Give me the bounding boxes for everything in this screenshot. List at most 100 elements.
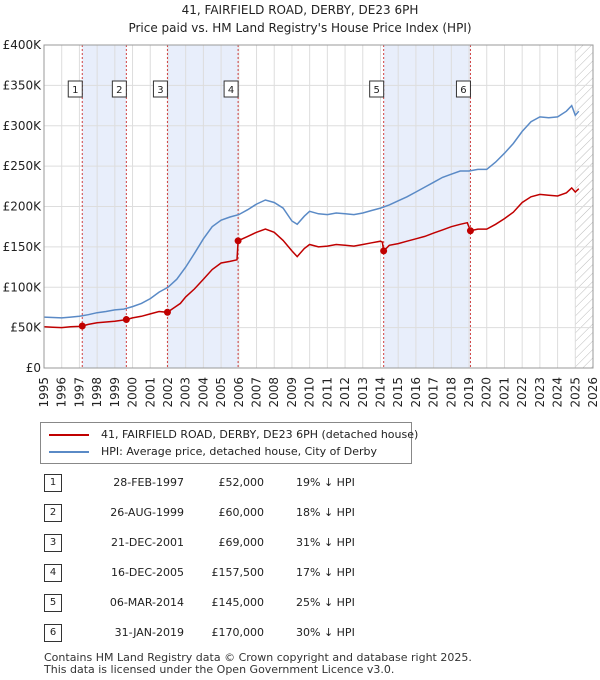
- sale-label-box: [152, 80, 168, 98]
- transaction-price: £52,000: [218, 476, 265, 489]
- sale-point: [380, 247, 388, 255]
- x-tick-label: 2025: [568, 377, 582, 408]
- transaction-number: 4: [44, 564, 62, 582]
- x-tick-label: 1995: [37, 377, 51, 408]
- x-tick-label: 2021: [497, 377, 511, 408]
- transaction-date: 28-FEB-1997: [113, 476, 184, 489]
- transaction-number: 1: [44, 474, 62, 492]
- sale-label-text: 2: [116, 85, 122, 96]
- plot-border: [43, 44, 594, 369]
- x-tick-label: 2003: [179, 377, 193, 408]
- legend-label-property: 41, FAIRFIELD ROAD, DERBY, DE23 6PH (det…: [101, 428, 419, 441]
- x-tick-label: 2000: [126, 377, 140, 408]
- x-tick-label: 2010: [303, 377, 317, 408]
- chart-title: 41, FAIRFIELD ROAD, DERBY, DE23 6PH: [182, 3, 419, 17]
- y-tick-label: £300K: [3, 119, 43, 133]
- sale-label-box: [67, 80, 83, 98]
- sale-label: 6: [455, 80, 471, 98]
- transaction-number: 2: [44, 504, 62, 522]
- x-tick-label: 2014: [373, 377, 387, 408]
- transaction-price: £60,000: [218, 506, 265, 519]
- x-tick-label: 2017: [427, 377, 441, 408]
- x-tick-label: 2009: [285, 377, 299, 408]
- transaction-hpi-diff: 19% ↓ HPI: [296, 476, 355, 489]
- legend-swatch-property: [49, 434, 89, 436]
- sale-label-text: 3: [157, 85, 163, 96]
- transaction-price: £69,000: [218, 536, 265, 549]
- footer-licence: This data is licensed under the Open Gov…: [44, 663, 395, 676]
- sale-label-text: 5: [373, 85, 379, 96]
- sale-label: 3: [152, 80, 168, 98]
- transaction-date: 31-JAN-2019: [114, 626, 184, 639]
- x-tick-label: 2008: [267, 377, 281, 408]
- y-tick-label: £0: [26, 361, 41, 375]
- sale-point: [163, 308, 171, 316]
- y-tick-label: £350K: [3, 78, 43, 92]
- price-chart: 41, FAIRFIELD ROAD, DERBY, DE23 6PH Price…: [3, 3, 600, 408]
- transaction-number: 5: [44, 594, 62, 612]
- footer: Contains HM Land Registry data © Crown c…: [44, 652, 472, 676]
- sale-label: 5: [369, 80, 385, 98]
- transaction-date: 06-MAR-2014: [109, 596, 184, 609]
- y-tick-label: £250K: [3, 159, 43, 173]
- sale-point: [122, 316, 130, 324]
- x-tick-label: 2016: [409, 377, 423, 408]
- sale-label-box: [455, 80, 471, 98]
- transaction-hpi-diff: 18% ↓ HPI: [296, 506, 355, 519]
- transaction-hpi-diff: 31% ↓ HPI: [296, 536, 355, 549]
- sale-label-text: 1: [72, 85, 78, 96]
- series-line-hpi: [43, 104, 580, 319]
- x-tick-label: 1996: [55, 377, 69, 408]
- x-tick-label: 1997: [72, 377, 86, 408]
- legend-label-hpi: HPI: Average price, detached house, City…: [101, 445, 378, 458]
- y-tick-label: £400K: [3, 38, 43, 52]
- x-tick-label: 2015: [391, 377, 405, 408]
- legend: 41, FAIRFIELD ROAD, DERBY, DE23 6PH (det…: [40, 422, 418, 464]
- transaction-price: £145,000: [211, 596, 265, 609]
- y-tick-label: £200K: [3, 200, 43, 214]
- x-tick-label: 2013: [356, 377, 370, 408]
- sale-label-box: [111, 80, 127, 98]
- sale-label-box: [223, 80, 239, 98]
- x-tick-label: 1999: [108, 377, 122, 408]
- footer-copyright: Contains HM Land Registry data © Crown c…: [44, 651, 472, 664]
- x-tick-label: 2007: [250, 377, 264, 408]
- y-tick-label: £100K: [3, 280, 43, 294]
- x-tick-label: 2020: [480, 377, 494, 408]
- chart-subtitle: Price paid vs. HM Land Registry's House …: [128, 21, 471, 35]
- x-tick-label: 2006: [232, 377, 246, 408]
- x-tick-label: 2026: [586, 377, 600, 408]
- transaction-date: 26-AUG-1999: [110, 506, 184, 519]
- transaction-number: 3: [44, 534, 62, 552]
- x-tick-label: 2022: [515, 377, 529, 408]
- sale-label: 4: [223, 80, 239, 98]
- x-tick-label: 2018: [444, 377, 458, 408]
- sale-label-box: [369, 80, 385, 98]
- x-tick-label: 2023: [533, 377, 547, 408]
- sale-point: [78, 322, 86, 330]
- x-tick-label: 1998: [90, 377, 104, 408]
- sale-label-text: 6: [460, 85, 466, 96]
- sale-label-text: 4: [228, 85, 234, 96]
- x-tick-label: 2024: [551, 377, 565, 408]
- x-tick-label: 2019: [462, 377, 476, 408]
- transaction-date: 16-DEC-2005: [110, 566, 184, 579]
- sale-point: [234, 237, 242, 245]
- sale-label: 2: [111, 80, 127, 98]
- x-tick-label: 2001: [143, 377, 157, 408]
- sale-label: 1: [67, 80, 83, 98]
- transaction-hpi-diff: 30% ↓ HPI: [296, 626, 355, 639]
- x-tick-label: 2002: [161, 377, 175, 408]
- y-tick-label: £50K: [10, 321, 42, 335]
- x-tick-label: 2011: [320, 377, 334, 408]
- transaction-hpi-diff: 17% ↓ HPI: [296, 566, 355, 579]
- x-tick-label: 2004: [196, 377, 210, 408]
- transaction-price: £170,000: [211, 626, 265, 639]
- transaction-number: 6: [44, 624, 62, 642]
- series-line-property: [43, 186, 580, 329]
- transaction-price: £157,500: [211, 566, 265, 579]
- x-tick-label: 2005: [214, 377, 228, 408]
- transaction-date: 21-DEC-2001: [110, 536, 184, 549]
- x-tick-label: 2012: [338, 377, 352, 408]
- transaction-hpi-diff: 25% ↓ HPI: [296, 596, 355, 609]
